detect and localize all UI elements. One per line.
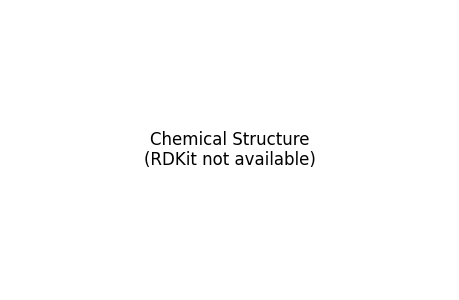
Text: Chemical Structure
(RDKit not available): Chemical Structure (RDKit not available) xyxy=(144,130,315,170)
